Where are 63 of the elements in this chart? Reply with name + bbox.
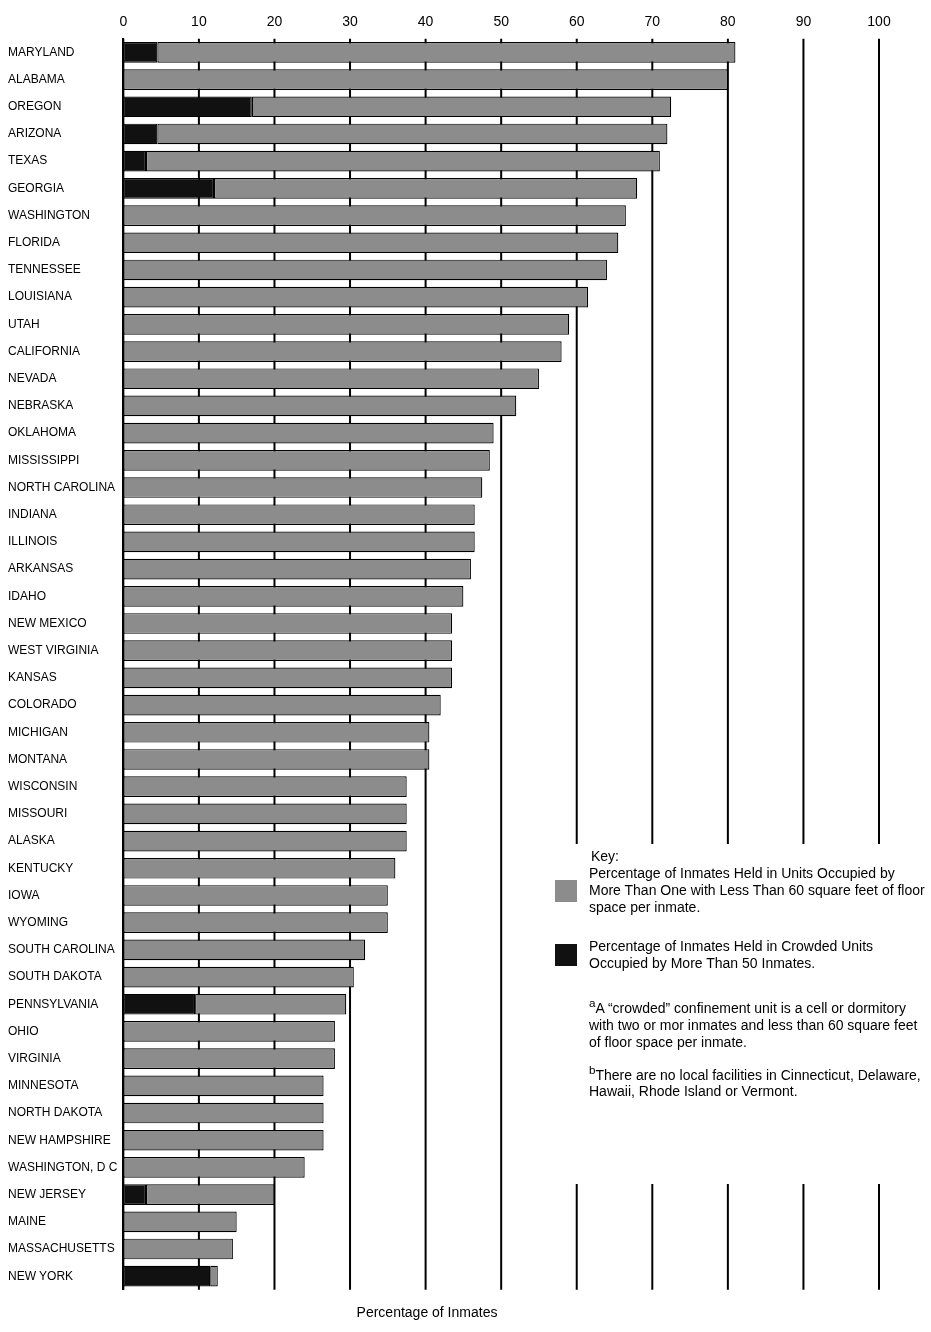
y-tick-label: UTAH <box>8 316 40 331</box>
y-tick-label: ARKANSAS <box>8 561 74 576</box>
y-tick-label: NEW YORK <box>8 1268 74 1283</box>
y-tick-label: MISSOURI <box>8 806 68 821</box>
x-tick-label: 40 <box>417 13 434 30</box>
y-tick-label: TENNESSEE <box>8 262 81 277</box>
y-tick-label: VIRGINIA <box>8 1050 61 1065</box>
y-tick-label: KENTUCKY <box>8 860 74 875</box>
y-tick-label: MICHIGAN <box>8 724 68 739</box>
x-axis-title: Percentage of Inmates <box>355 1304 499 1320</box>
x-tick-label: 50 <box>493 13 510 30</box>
y-tick-label: IOWA <box>8 887 40 902</box>
y-tick-label: MISSISSIPPI <box>8 452 80 467</box>
y-tick-label: NORTH CAROLINA <box>8 479 116 494</box>
y-tick-label: NEBRASKA <box>8 398 74 413</box>
x-tick-label: 70 <box>644 13 661 30</box>
y-tick-label: ILLINOIS <box>8 534 58 549</box>
y-tick-label: CALIFORNIA <box>8 343 81 358</box>
y-tick-label: OKLAHOMA <box>8 425 77 440</box>
y-tick-label: WYOMING <box>8 914 68 929</box>
x-tick-label: 90 <box>795 13 812 30</box>
x-tick-label: 60 <box>568 13 585 30</box>
annotation: $^{a}$A “crowded” confinement unit is a cell or dormitory with two or mor inmates and less than 60 square feet of floor space per inmate. <box>589 995 919 1051</box>
y-tick-label: NORTH DAKOTA <box>8 1105 103 1120</box>
y-tick-label: ALABAMA <box>8 71 65 86</box>
y-tick-label: MASSACHUSETTS <box>8 1241 115 1256</box>
y-tick-label: INDIANA <box>8 507 57 522</box>
x-tick-label: 80 <box>720 13 736 30</box>
x-tick-label: 100 <box>867 13 891 30</box>
x-tick-label: 0 <box>119 13 128 30</box>
legend-title: Key: <box>591 848 620 865</box>
y-tick-label: ALASKA <box>8 833 55 848</box>
y-tick-label: FLORIDA <box>8 235 61 250</box>
y-tick-label: TEXAS <box>8 153 48 168</box>
y-tick-label: MARYLAND <box>8 44 75 59</box>
y-tick-label: NEVADA <box>8 371 57 386</box>
y-tick-label: COLORADO <box>8 697 77 712</box>
y-tick-label: OREGON <box>8 99 62 114</box>
y-tick-label: NEW HAMPSHIRE <box>8 1132 111 1147</box>
x-tick-label: 20 <box>266 13 283 30</box>
legend-label: Percentage of Inmates Held in Units Occupied by More Than One with Less Than 60 square feet of floor space per inmate. <box>589 865 925 916</box>
x-tick-label: 30 <box>342 13 359 30</box>
x-tick-label: 10 <box>191 13 207 30</box>
y-tick-label: SOUTH DAKOTA <box>8 969 102 984</box>
y-tick-label: OHIO <box>8 1023 39 1038</box>
y-tick-label: MAINE <box>8 1214 47 1229</box>
y-tick-label: SOUTH CAROLINA <box>8 942 115 957</box>
y-tick-label: WASHINGTON, D C <box>8 1159 118 1174</box>
legend-label: Percentage of Inmates Held in Crowded Units Occupied by More Than 50 Inmates. <box>589 938 875 972</box>
y-tick-label: PENNSYLVANIA <box>8 996 99 1011</box>
y-tick-label: KANSAS <box>8 670 57 685</box>
y-tick-label: MONTANA <box>8 751 68 766</box>
y-tick-label: WASHINGTON <box>8 207 91 222</box>
y-tick-label: ARIZONA <box>8 126 62 141</box>
y-tick-label: LOUISIANA <box>8 289 73 304</box>
y-tick-label: WEST VIRGINIA <box>8 643 99 658</box>
y-tick-label: WISCONSIN <box>8 778 78 793</box>
y-tick-label: IDAHO <box>8 588 47 603</box>
y-tick-label: MINNESOTA <box>8 1078 79 1093</box>
y-tick-label: NEW JERSEY <box>8 1186 87 1201</box>
annotation: $^{b}$There are no local facilities in Cinnecticut, Delaware, Hawaii, Rhode Island or Vermont. <box>589 1061 922 1101</box>
y-tick-label: GEORGIA <box>8 180 65 195</box>
y-tick-label: NEW MEXICO <box>8 615 87 630</box>
